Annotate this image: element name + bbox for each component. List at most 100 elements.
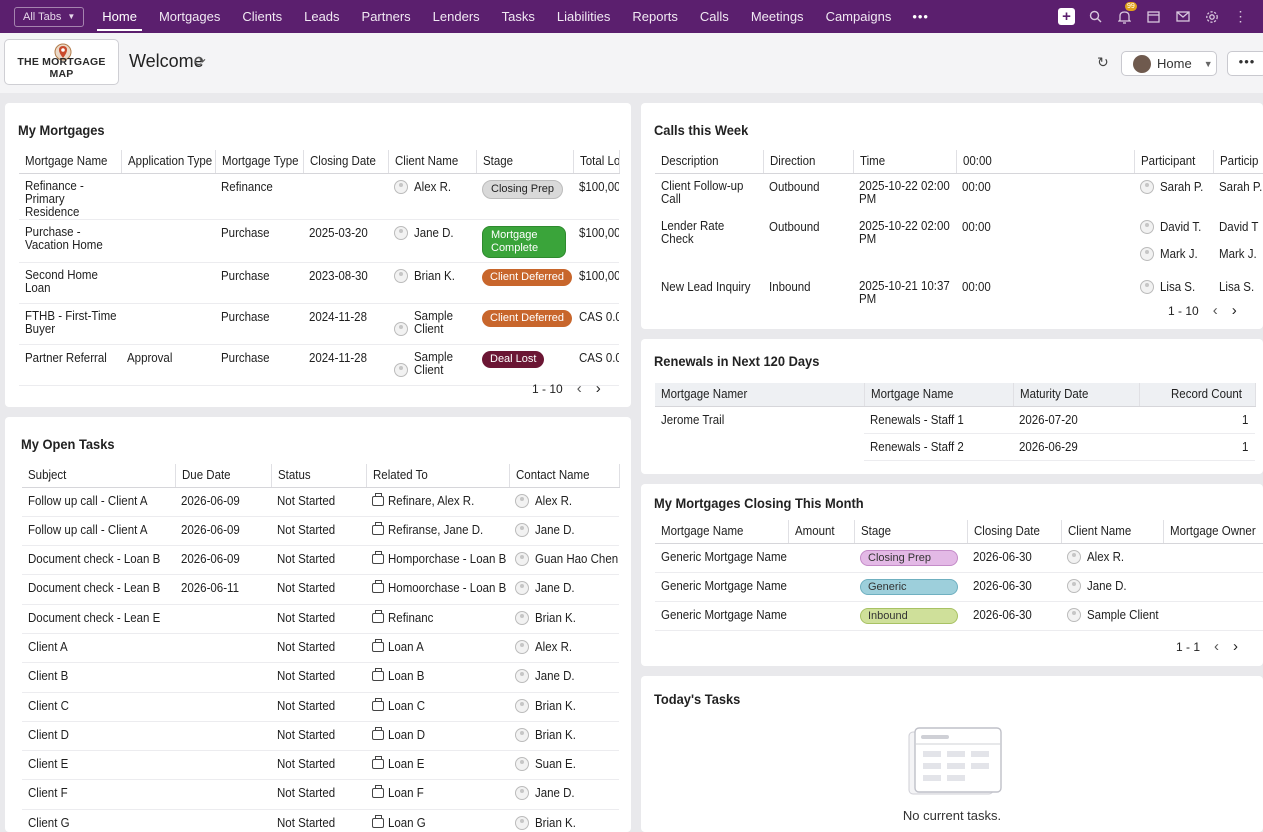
reset-icon[interactable]: ↻ (1097, 54, 1109, 70)
client-name[interactable]: Jane D. (1087, 578, 1127, 593)
table-row[interactable]: Generic Mortgage Name Inbound 2026-06-30 Sa… (655, 601, 1263, 631)
table-row[interactable]: Generic Mortgage Name Closing Prep 2026-06… (655, 543, 1263, 573)
header-more-button[interactable]: ••• (1227, 51, 1263, 76)
task-subject[interactable]: Follow up call - Client A (28, 493, 148, 508)
related-to[interactable]: Homporchase - Loan B (388, 552, 507, 567)
column-header[interactable]: Status (271, 464, 367, 488)
contact-name[interactable]: Suan E. (535, 757, 576, 772)
task-subject[interactable]: Follow up call - Client A (28, 522, 148, 537)
calendar-button[interactable] (1139, 0, 1168, 33)
related-to[interactable]: Refiranse, Jane D. (388, 522, 484, 537)
column-header[interactable]: Direction (763, 150, 854, 174)
tab-tasks[interactable]: Tasks (501, 9, 535, 24)
client-name[interactable]: Sample Client (414, 308, 453, 336)
related-to[interactable]: Loan A (388, 639, 424, 654)
table-row[interactable]: Document check - Loan B 2026-06-09 Not Sta… (22, 545, 619, 576)
table-row[interactable]: Document check - Lean E Not Started Refina… (22, 604, 619, 634)
next-page-icon[interactable]: › (1231, 302, 1237, 319)
mortgage-name[interactable]: Generic Mortgage Name (661, 607, 787, 622)
tab-meetings[interactable]: Meetings (750, 9, 804, 24)
task-subject[interactable]: Client B (28, 669, 69, 684)
column-header[interactable]: Mortgage Name (864, 383, 1014, 407)
contact-name[interactable]: Brian K. (535, 815, 576, 830)
column-header[interactable]: Description (655, 150, 764, 174)
table-row[interactable]: Client A Not Started Loan A Alex R. (22, 633, 619, 664)
participant[interactable]: Mark J. (1140, 247, 1207, 274)
table-row[interactable]: New Lead Inquiry Inbound 2025-10-21 10:37 … (655, 274, 1263, 315)
contact-name[interactable]: Brian K. (535, 610, 576, 625)
tab-mortgages[interactable]: Mortgages (158, 9, 221, 24)
client-name[interactable]: Alex R. (1087, 549, 1125, 564)
column-header[interactable]: Contact Name (509, 464, 620, 488)
related-to[interactable]: Homoorchase - Loan B (388, 581, 507, 596)
company-logo[interactable]: THE MORTGAGE MAP (4, 39, 119, 85)
contact-name[interactable]: Alex R. (535, 639, 573, 654)
contact-name[interactable]: Guan Hao Chen (535, 552, 619, 567)
notifications-button[interactable]: 99 (1110, 0, 1139, 33)
contact-name[interactable]: Jane D. (535, 581, 575, 596)
client-name[interactable]: Brian K. (414, 268, 455, 283)
related-to[interactable]: Loan D (388, 727, 426, 742)
column-header[interactable]: Total Lo (573, 150, 620, 174)
contact-name[interactable]: Brian K. (535, 727, 576, 742)
task-subject[interactable]: Document check - Loan B (28, 552, 161, 567)
column-header[interactable]: Stage (476, 150, 574, 174)
table-row[interactable]: Client Follow-up Call Outbound 2025-10-22 … (655, 173, 1263, 214)
table-row[interactable]: Follow up call - Client A 2026-06-09 Not S… (22, 516, 619, 547)
column-header[interactable]: Mortgage Name (655, 520, 789, 544)
related-to[interactable]: Loan G (388, 815, 426, 830)
participant[interactable]: David T. (1140, 220, 1207, 247)
table-row[interactable]: Client E Not Started Loan E Suan E. (22, 750, 619, 781)
related-to[interactable]: Loan B (388, 669, 425, 684)
table-row[interactable]: Second Home Loan Purchase 2023-08-30 Brian … (19, 262, 619, 304)
table-row[interactable]: Generic Mortgage Name Generic 2026-06-30 Ja… (655, 572, 1263, 602)
table-row[interactable]: Partner Referral Approval Purchase 2024-11-… (19, 344, 619, 386)
table-row[interactable]: Client B Not Started Loan B Jane D. (22, 662, 619, 693)
column-header[interactable]: Record Count (1139, 383, 1256, 407)
column-header[interactable]: Subject (22, 464, 176, 488)
column-header[interactable]: Amount (788, 520, 855, 544)
task-subject[interactable]: Client A (28, 639, 68, 654)
call-description[interactable]: New Lead Inquiry (661, 280, 751, 294)
related-to[interactable]: Loan F (388, 786, 424, 801)
prev-page-icon[interactable]: ‹ (1214, 638, 1220, 655)
table-row[interactable]: Client D Not Started Loan D Brian K. (22, 721, 619, 752)
tab-partners[interactable]: Partners (361, 9, 411, 24)
tab-home[interactable]: Home (91, 0, 148, 33)
task-subject[interactable]: Client C (28, 698, 69, 713)
task-subject[interactable]: Document check - Lean B (28, 581, 161, 596)
mortgage-name[interactable]: Generic Mortgage Name (661, 578, 787, 593)
contact-name[interactable]: Jane D. (535, 669, 575, 684)
column-header[interactable]: Closing Date (967, 520, 1062, 544)
app-menu-button[interactable]: ⋮ (1226, 0, 1255, 33)
column-header[interactable]: Closing Date (303, 150, 389, 174)
table-row[interactable]: Client F Not Started Loan F Jane D. (22, 779, 619, 810)
all-tabs-dropdown[interactable]: All Tabs ▼ (14, 6, 85, 27)
tab-reports[interactable]: Reports (632, 9, 678, 24)
client-name[interactable]: Sample Client (414, 349, 453, 377)
task-subject[interactable]: Document check - Lean E (28, 610, 161, 625)
tab-lenders[interactable]: Lenders (432, 9, 480, 24)
task-subject[interactable]: Client F (28, 786, 68, 801)
task-subject[interactable]: Client G (28, 815, 70, 830)
task-subject[interactable]: Client E (28, 757, 69, 772)
mortgage-name[interactable]: Partner Referral (25, 350, 107, 365)
column-header[interactable]: Particip (1213, 150, 1263, 174)
table-row[interactable]: Client G Not Started Loan G Brian K. (22, 809, 619, 832)
related-to[interactable]: Refinare, Alex R. (388, 493, 475, 508)
client-name[interactable]: Jane D. (414, 225, 454, 240)
contact-name[interactable]: Jane D. (535, 522, 575, 537)
column-header[interactable]: Client Name (388, 150, 477, 174)
column-header[interactable]: Mortgage Type (215, 150, 304, 174)
contact-name[interactable]: Brian K. (535, 698, 576, 713)
mail-button[interactable] (1168, 0, 1197, 33)
settings-button[interactable] (1197, 0, 1226, 33)
column-header[interactable]: Related To (366, 464, 510, 488)
renewal-name[interactable]: Renewals - Staff 1 (870, 412, 964, 427)
client-name[interactable]: Sample Client (1087, 607, 1159, 622)
task-subject[interactable]: Client D (28, 727, 69, 742)
next-page-icon[interactable]: › (1233, 638, 1239, 655)
call-description[interactable]: Lender Rate Check (661, 219, 725, 246)
contact-name[interactable]: Jane D. (535, 786, 575, 801)
column-header[interactable]: Maturity Date (1013, 383, 1140, 407)
